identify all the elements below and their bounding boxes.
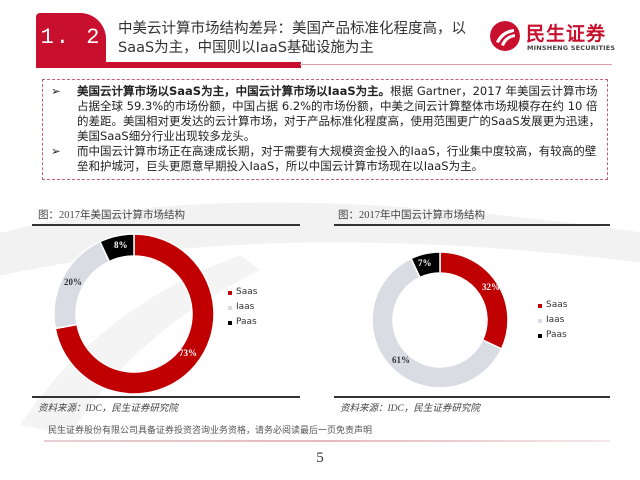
legend-swatch-icon xyxy=(538,334,542,338)
cn-chart-bottom-rule xyxy=(334,396,610,398)
company-logo: 民生证券 MINSHENG SECURITIES xyxy=(490,17,620,57)
cn-iaas-slice xyxy=(371,257,503,389)
bullet-arrow-icon: ➢ xyxy=(51,144,61,158)
us-saas-slice xyxy=(54,233,215,395)
header-accent-bar xyxy=(36,62,301,68)
legend-item-saas: Saas xyxy=(228,285,257,300)
section-badge: 1. 2 xyxy=(36,13,106,65)
cn-donut-chart: 32% 61% 7% xyxy=(371,251,509,389)
footer-disclaimer: 民生证券股份有限公司具备证券投资咨询业务资格，请务必阅读最后一页免责声明 xyxy=(48,425,373,435)
logo-text-cn: 民生证券 xyxy=(526,23,607,45)
legend-swatch-icon xyxy=(228,291,232,295)
cn-chart-source: 资料来源：IDC，民生证券研究院 xyxy=(340,404,480,414)
legend-item-iaas: Iaas xyxy=(228,300,257,315)
page-title-line1: 中美云计算市场结构差异：美国产品标准化程度高，以 xyxy=(118,21,466,37)
us-paas-slice xyxy=(98,233,135,263)
header-divider xyxy=(300,64,612,65)
summary-box: ➢ 美国云计算市场以SaaS为主，中国云计算市场以IaaS为主。根据 Gartn… xyxy=(42,79,608,180)
us-chart-source: 资料来源：IDC，民生证券研究院 xyxy=(38,404,178,414)
page-number: 5 xyxy=(316,450,324,466)
legend-item-paas: Paas xyxy=(538,328,567,343)
us-chart-top-rule xyxy=(32,224,300,226)
us-iaas-label: 20% xyxy=(64,277,82,287)
legend-swatch-icon xyxy=(228,306,232,310)
logo-text-en: MINSHENG SECURITIES xyxy=(527,44,616,52)
us-donut-chart: 73% 20% 8% xyxy=(53,233,215,395)
bullet-2-text: 而中国云计算市场正在高速成长期，对于需要有大规模资金投入的IaaS，行业集中度较… xyxy=(77,144,597,173)
page-title: 中美云计算市场结构差异：美国产品标准化程度高，以 SaaS为主，中国则以IaaS… xyxy=(118,20,478,58)
bullet-1-text: 根据 Gartner，2017 年美国云计算市场占据全球 59.3%的市场份额，… xyxy=(77,84,601,143)
logo-mark-icon xyxy=(490,21,520,51)
us-chart-bottom-rule xyxy=(32,396,300,398)
legend-swatch-icon xyxy=(228,321,232,325)
us-chart-title: 图：2017年美国云计算市场结构 xyxy=(38,210,185,221)
cn-saas-slice xyxy=(439,251,509,350)
cn-iaas-label: 61% xyxy=(392,355,410,365)
legend-item-saas: Saas xyxy=(538,298,567,313)
cn-chart-top-rule xyxy=(334,224,610,226)
cn-paas-slice xyxy=(410,251,441,279)
page-title-line2: SaaS为主，中国则以IaaS基础设施为主 xyxy=(118,40,374,56)
cn-paas-label: 7% xyxy=(418,258,432,268)
bullet-1-bold: 美国云计算市场以SaaS为主，中国云计算市场以IaaS为主。 xyxy=(77,84,391,98)
legend-item-paas: Paas xyxy=(228,315,257,330)
us-paas-label: 8% xyxy=(114,240,128,250)
cn-chart-title: 图：2017年中国云计算市场结构 xyxy=(338,210,485,221)
legend-swatch-icon xyxy=(538,319,542,323)
cn-chart-legend: Saas Iaas Paas xyxy=(538,298,567,343)
cn-saas-label: 32% xyxy=(482,282,500,292)
us-chart-legend: Saas Iaas Paas xyxy=(228,285,257,330)
footer-divider xyxy=(44,440,610,442)
section-number: 1. 2 xyxy=(40,25,102,50)
legend-swatch-icon xyxy=(538,304,542,308)
bullet-arrow-icon: ➢ xyxy=(51,84,61,98)
legend-item-iaas: Iaas xyxy=(538,313,567,328)
us-saas-label: 73% xyxy=(179,348,197,358)
